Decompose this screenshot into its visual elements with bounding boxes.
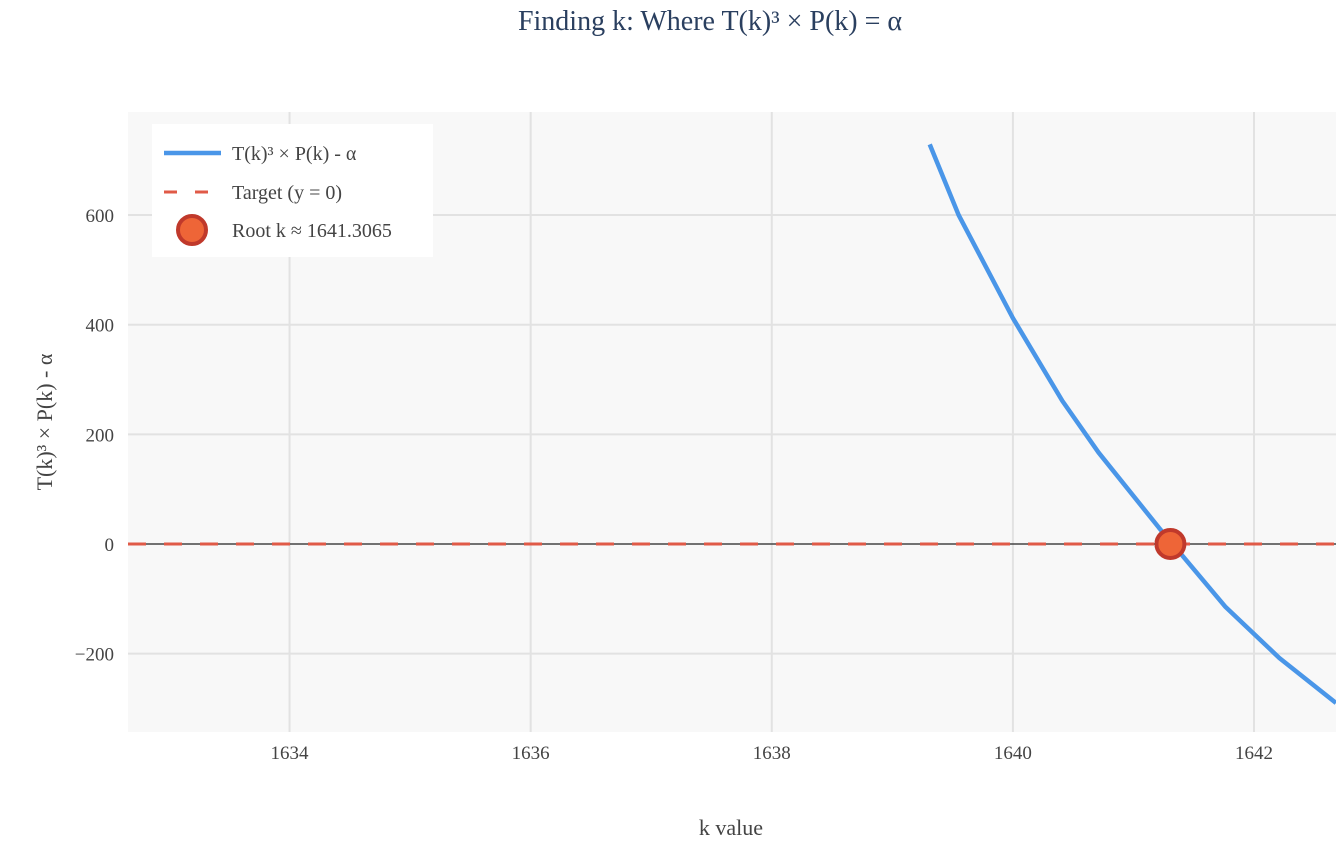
function-curve — [927, 143, 1336, 705]
x-axis-label: k value — [699, 815, 763, 840]
legend: T(k)³ × P(k) - α Target (y = 0) Root k ≈… — [152, 124, 433, 257]
chart-title: Finding k: Where T(k)³ × P(k) = α — [518, 6, 902, 37]
x-tick-label: 1636 — [512, 743, 550, 764]
y-tick-label: 0 — [105, 535, 115, 556]
legend-root-label[interactable]: Root k ≈ 1641.3065 — [232, 220, 392, 242]
y-tick-label: −200 — [75, 645, 114, 666]
root-marker[interactable] — [1154, 527, 1187, 560]
y-axis-label: T(k)³ × P(k) - α — [32, 353, 57, 490]
x-tick-label: 1634 — [271, 743, 310, 764]
y-tick-label: 400 — [86, 316, 115, 337]
legend-root-swatch — [176, 214, 208, 246]
x-tick-label: 1642 — [1235, 743, 1273, 764]
x-tick-label: 1640 — [994, 743, 1032, 764]
y-tick-label: 600 — [86, 206, 115, 227]
y-tick-label: 200 — [86, 425, 115, 446]
x-tick-label: 1638 — [753, 743, 791, 764]
y-axis-ticks: −200 0 200 400 600 — [75, 206, 114, 666]
legend-target-label[interactable]: Target (y = 0) — [232, 182, 342, 204]
x-axis-ticks: 1634 1636 1638 1640 1642 — [271, 743, 1273, 764]
legend-curve-label[interactable]: T(k)³ × P(k) - α — [232, 143, 357, 165]
